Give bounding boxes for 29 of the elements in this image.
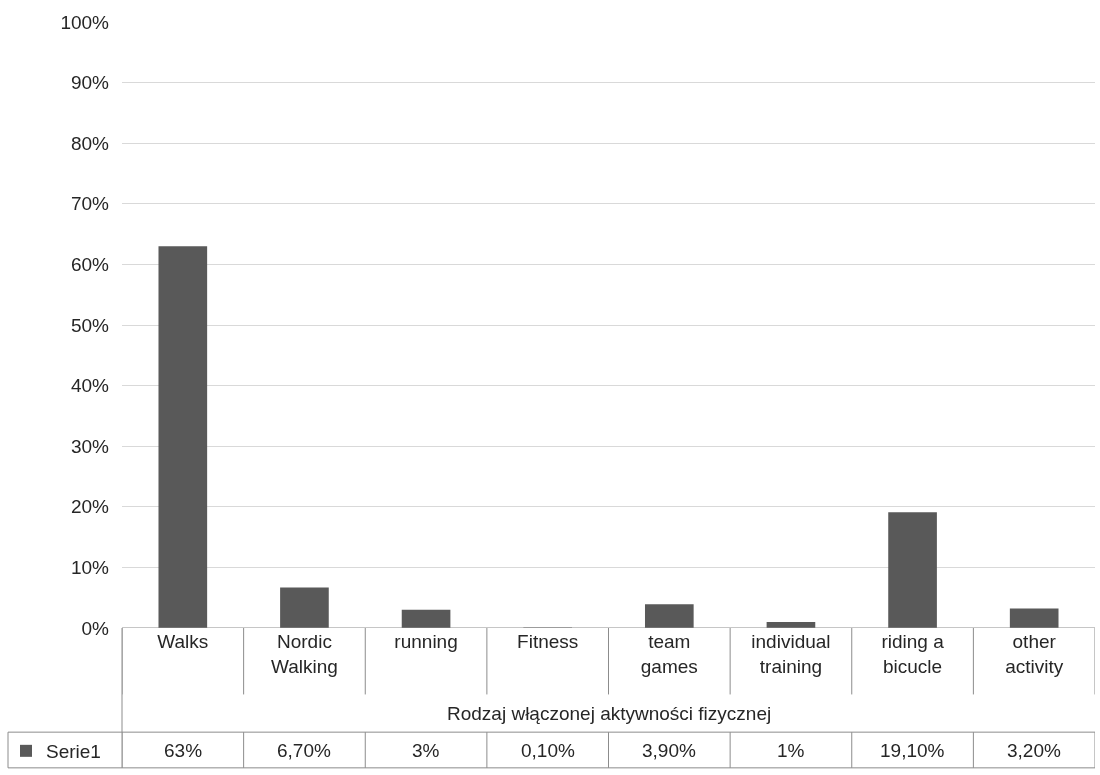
data-label: 19,10% (880, 740, 945, 761)
x-tick-label: other activity (1005, 631, 1064, 677)
y-tick-label: 60% (70, 254, 110, 276)
x-tick-label: running (394, 631, 458, 652)
x-tick-label: team games (640, 631, 698, 677)
y-tick-label: 100% (60, 11, 110, 33)
legend-label: Serie1 (46, 741, 101, 763)
data-label: 3,20% (1007, 740, 1061, 761)
y-tick-label: 0% (81, 617, 110, 639)
data-label: 3% (412, 740, 440, 761)
data-label: 3,90% (642, 740, 696, 761)
x-axis-title: Rodzaj włączonej aktywności fizycznej (447, 703, 772, 724)
data-label: 0,10% (521, 740, 575, 761)
y-tick-label: 90% (70, 72, 110, 94)
x-tick-label: Fitness (517, 631, 579, 652)
data-label: 1% (777, 740, 805, 761)
y-tick-label: 30% (70, 435, 110, 457)
y-tick-label: 40% (70, 375, 110, 397)
y-tick-label: 20% (70, 496, 110, 518)
x-tick-label: individual training (751, 631, 831, 677)
y-tick-label: 10% (70, 557, 110, 579)
data-label: 6,70% (277, 740, 331, 761)
data-label: 63% (164, 740, 203, 761)
y-tick-label: 50% (70, 314, 110, 336)
y-tick-label: 80% (70, 132, 110, 154)
x-tick-label: riding a bicucle (881, 631, 945, 677)
y-tick-label: 70% (70, 193, 110, 215)
x-tick-label: Nordic Walking (271, 631, 338, 677)
x-tick-label: Walks (157, 631, 209, 652)
